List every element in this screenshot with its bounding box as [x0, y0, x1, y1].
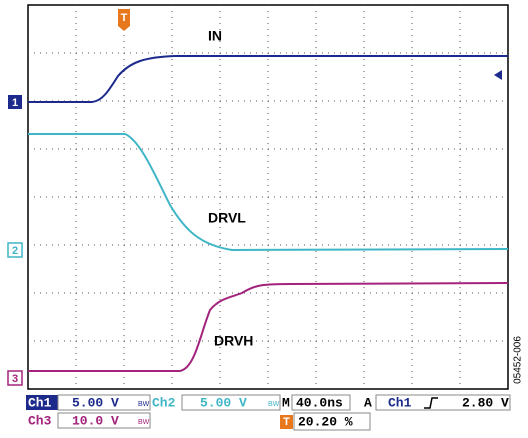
- page: {"traces": {"in": "IN", "drvl": "DRVL", …: [0, 0, 528, 433]
- status-text: 5.00 V: [200, 395, 247, 410]
- status-text: A: [364, 395, 372, 410]
- trace-label: IN: [208, 28, 222, 44]
- ch1-marker-label: 1: [12, 97, 18, 109]
- status-text: 20.20 %: [298, 414, 353, 429]
- figure-code: 05452-006: [513, 336, 524, 384]
- ch2-marker-label: 2: [12, 245, 18, 257]
- status-text: Ch2: [152, 395, 176, 410]
- trace-label: DRVH: [214, 333, 253, 349]
- status-text: 5.00 V: [72, 395, 119, 410]
- status-bar: Ch1 5.00 V BW Ch2 5.00 V BW M 40.0ns A C…: [26, 395, 510, 430]
- status-text: 10.0 V: [72, 413, 119, 428]
- status-text: Ch3: [28, 413, 52, 428]
- status-text: 40.0ns: [296, 395, 343, 410]
- status-text: 2.80 V: [462, 395, 509, 410]
- status-text: BW: [268, 401, 280, 408]
- status-text: T: [283, 416, 290, 428]
- status-text: M: [282, 395, 290, 410]
- status-text: BW: [138, 419, 150, 426]
- status-text: Ch1: [388, 395, 412, 410]
- ch3-marker-label: 3: [12, 373, 18, 385]
- status-text: BW: [138, 401, 150, 408]
- scope-screen: IN DRVL DRVH 1 2 3 T 05452-006 Ch1 5.00 …: [0, 0, 528, 433]
- trace-label: DRVL: [208, 210, 246, 226]
- trigger-marker-label: T: [121, 12, 128, 24]
- status-text: Ch1: [28, 395, 52, 410]
